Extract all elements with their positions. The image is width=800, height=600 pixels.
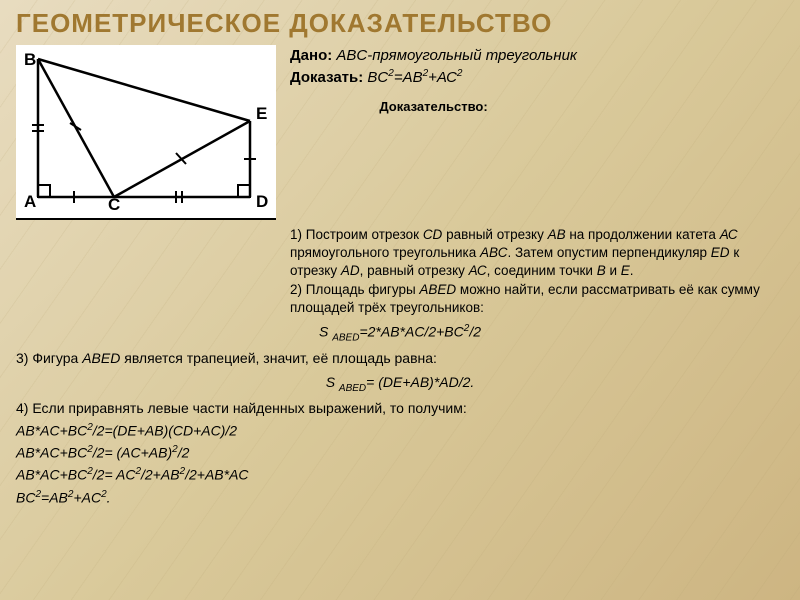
given-label: Дано: <box>290 47 332 64</box>
steps-1-2: 1) Построим отрезок CD равный отрезку АВ… <box>290 226 784 317</box>
eq-4: BC2=AB2+AC2. <box>16 487 784 509</box>
step-3: 3) Фигура ABED является трапецией, значи… <box>16 348 784 370</box>
formula-2: S ABED= (DE+AB)*AD/2. <box>16 372 784 396</box>
given-text: ABC-прямоугольный треугольник <box>332 47 577 64</box>
lower-block: S ABED=2*AB*AC/2+BC2/2 3) Фигура ABED яв… <box>16 321 784 509</box>
eq-3: AB*AC+BC2/2= AC2/2+AB2/2+AB*AC <box>16 464 784 486</box>
given-block: Дано: ABC-прямоугольный треугольник Дока… <box>290 45 577 89</box>
svg-text:E: E <box>256 104 267 123</box>
slide-title: ГЕОМЕТРИЧЕСКОЕ ДОКАЗАТЕЛЬСТВО <box>16 8 784 39</box>
svg-text:B: B <box>24 50 36 69</box>
prove-formula: BC2=АВ2+АС2 <box>363 69 462 86</box>
step-4: 4) Если приравнять левые части найденных… <box>16 398 784 420</box>
svg-text:D: D <box>256 192 268 211</box>
proof-label: Доказательство: <box>290 99 577 114</box>
svg-text:C: C <box>108 195 120 211</box>
geometry-diagram: A B C D E <box>16 45 276 220</box>
prove-label: Доказать: <box>290 69 363 86</box>
eq-1: AB*AC+BC2/2=(DE+AB)(CD+AC)/2 <box>16 420 784 442</box>
eq-2: AB*AC+BC2/2= (AC+AB)2/2 <box>16 442 784 464</box>
svg-text:A: A <box>24 192 36 211</box>
formula-1: S ABED=2*AB*AC/2+BC2/2 <box>16 321 784 346</box>
